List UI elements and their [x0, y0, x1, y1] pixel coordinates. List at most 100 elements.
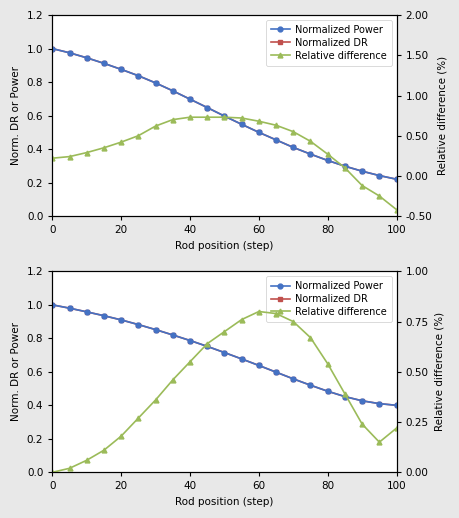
Normalized DR — [50, 301, 55, 308]
Relative difference — [394, 425, 399, 431]
Relative difference — [256, 308, 262, 314]
Normalized Power — [222, 350, 227, 356]
Relative difference — [67, 153, 72, 160]
Y-axis label: Relative difference (%): Relative difference (%) — [438, 56, 448, 175]
Normalized DR — [222, 350, 227, 356]
Normalized DR — [204, 343, 210, 350]
Normalized DR — [101, 312, 106, 319]
Normalized Power — [204, 343, 210, 350]
Line: Normalized Power: Normalized Power — [50, 303, 399, 408]
Relative difference — [135, 133, 141, 139]
Legend: Normalized Power, Normalized DR, Relative difference: Normalized Power, Normalized DR, Relativ… — [266, 276, 392, 322]
Normalized Power — [153, 80, 158, 86]
Normalized Power — [308, 151, 313, 157]
Normalized DR — [273, 137, 279, 143]
Relative difference — [118, 433, 124, 439]
Relative difference — [291, 319, 296, 325]
Normalized DR — [256, 129, 262, 135]
Normalized Power — [204, 105, 210, 111]
Relative difference — [153, 123, 158, 129]
Normalized Power — [50, 46, 55, 52]
Relative difference — [50, 155, 55, 161]
Normalized Power — [291, 145, 296, 151]
Relative difference — [308, 138, 313, 145]
Relative difference — [135, 415, 141, 421]
Normalized DR — [67, 305, 72, 311]
Normalized Power — [376, 172, 382, 179]
Relative difference — [239, 115, 244, 121]
Relative difference — [376, 193, 382, 199]
Normalized Power — [359, 398, 365, 404]
Normalized Power — [239, 121, 244, 127]
Relative difference — [359, 421, 365, 427]
Normalized Power — [135, 73, 141, 79]
Line: Relative difference: Relative difference — [50, 309, 399, 474]
Normalized Power — [84, 309, 90, 315]
Normalized DR — [204, 105, 210, 111]
Relative difference — [291, 128, 296, 135]
Normalized Power — [170, 88, 175, 94]
Relative difference — [376, 439, 382, 445]
Relative difference — [342, 165, 347, 171]
Normalized Power — [342, 394, 347, 400]
Normalized Power — [325, 157, 330, 164]
Normalized Power — [239, 356, 244, 362]
X-axis label: Rod position (step): Rod position (step) — [175, 241, 274, 251]
Normalized DR — [84, 55, 90, 61]
Normalized Power — [273, 137, 279, 143]
Relative difference — [118, 139, 124, 145]
Normalized Power — [118, 317, 124, 323]
Normalized Power — [394, 402, 399, 408]
Normalized DR — [325, 388, 330, 394]
Line: Normalized DR: Normalized DR — [50, 46, 399, 182]
Relative difference — [84, 457, 90, 464]
Relative difference — [204, 114, 210, 120]
Line: Relative difference: Relative difference — [50, 115, 399, 212]
Normalized Power — [273, 369, 279, 375]
Normalized Power — [67, 50, 72, 56]
Normalized DR — [239, 356, 244, 362]
Relative difference — [204, 340, 210, 347]
Normalized DR — [153, 80, 158, 86]
Normalized Power — [101, 312, 106, 319]
Normalized Power — [308, 382, 313, 388]
Normalized DR — [291, 376, 296, 382]
Normalized DR — [153, 326, 158, 333]
Normalized Power — [325, 388, 330, 394]
Relative difference — [170, 117, 175, 123]
Normalized Power — [256, 363, 262, 369]
Normalized DR — [376, 400, 382, 407]
Relative difference — [308, 335, 313, 341]
Normalized Power — [187, 337, 193, 343]
Legend: Normalized Power, Normalized DR, Relative difference: Normalized Power, Normalized DR, Relativ… — [266, 20, 392, 66]
Normalized Power — [135, 322, 141, 328]
Normalized Power — [50, 301, 55, 308]
Normalized DR — [187, 96, 193, 102]
Relative difference — [325, 151, 330, 157]
Normalized DR — [187, 337, 193, 343]
Normalized Power — [376, 400, 382, 407]
Normalized Power — [101, 60, 106, 66]
Normalized DR — [308, 151, 313, 157]
Normalized Power — [153, 326, 158, 333]
Normalized Power — [222, 113, 227, 119]
Normalized DR — [222, 113, 227, 119]
Relative difference — [394, 207, 399, 213]
Normalized DR — [170, 332, 175, 338]
Relative difference — [273, 310, 279, 316]
Normalized Power — [170, 332, 175, 338]
Y-axis label: Relative difference (%): Relative difference (%) — [434, 312, 444, 431]
Normalized DR — [325, 157, 330, 164]
Normalized DR — [135, 73, 141, 79]
Normalized DR — [376, 172, 382, 179]
Normalized DR — [118, 317, 124, 323]
Normalized DR — [67, 50, 72, 56]
Y-axis label: Norm. DR or Power: Norm. DR or Power — [11, 66, 21, 165]
Line: Normalized DR: Normalized DR — [50, 303, 399, 408]
Relative difference — [101, 145, 106, 151]
Normalized DR — [359, 398, 365, 404]
Relative difference — [187, 358, 193, 365]
X-axis label: Rod position (step): Rod position (step) — [175, 497, 274, 507]
Normalized Power — [342, 163, 347, 169]
Normalized DR — [256, 363, 262, 369]
